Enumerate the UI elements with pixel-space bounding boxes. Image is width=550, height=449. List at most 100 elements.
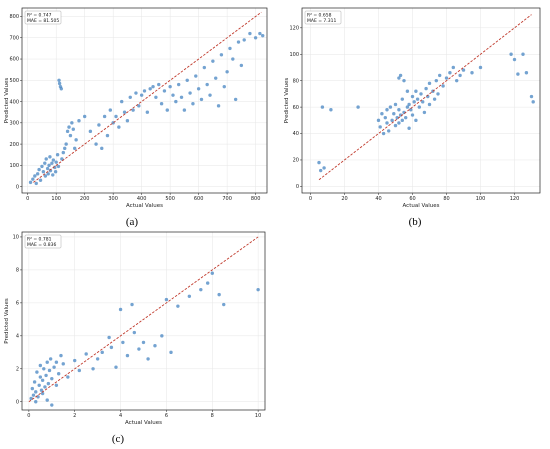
data-point <box>248 31 252 36</box>
data-point <box>410 94 415 99</box>
data-point <box>451 65 455 70</box>
data-point <box>43 174 48 178</box>
data-point <box>199 287 203 292</box>
data-point <box>34 400 38 404</box>
data-point <box>35 172 40 176</box>
data-point <box>142 89 147 93</box>
x-tick-label: 60 <box>409 196 415 202</box>
data-point <box>38 375 43 379</box>
data-point <box>45 166 50 171</box>
data-point <box>148 87 152 91</box>
y-axis-label: Predicted Values <box>284 78 290 124</box>
data-point <box>436 92 440 96</box>
data-point <box>179 95 184 100</box>
data-point <box>182 108 187 112</box>
r2-label: R² = 0.658 <box>307 13 332 19</box>
data-point <box>50 376 54 381</box>
data-point <box>512 57 517 62</box>
data-point <box>256 287 260 292</box>
plot-frame <box>301 7 541 194</box>
data-point <box>117 125 121 129</box>
data-point <box>77 119 81 123</box>
data-point <box>40 378 45 383</box>
data-point <box>63 146 67 151</box>
data-point <box>165 108 169 112</box>
data-point <box>233 97 238 102</box>
data-point <box>376 118 381 123</box>
data-point <box>407 102 411 107</box>
data-point <box>478 65 483 70</box>
data-point <box>38 178 43 182</box>
data-point <box>73 358 77 363</box>
data-point <box>28 180 33 185</box>
data-point <box>458 73 462 78</box>
x-tick-label: 20 <box>341 196 347 202</box>
data-point <box>329 108 333 112</box>
x-tick-label: 10 <box>255 413 261 419</box>
x-axis-label: Actual Values <box>403 203 440 209</box>
data-point <box>524 71 529 75</box>
x-tick-label: 200 <box>80 196 90 202</box>
data-point <box>118 307 123 312</box>
data-point <box>60 157 64 161</box>
data-point <box>70 121 74 125</box>
data-point <box>319 168 323 173</box>
y-tick-label: 80 <box>293 78 299 84</box>
data-point <box>380 112 384 116</box>
data-point <box>470 71 474 75</box>
data-point <box>56 164 61 169</box>
y-tick-label: 800 <box>9 14 19 20</box>
data-point <box>516 72 520 76</box>
x-tick-label: 80 <box>443 196 449 202</box>
chart-panel-c: 0 2 4 6 8 10 0 2 4 6 8 10 Actual Values Predicted Val… <box>4 231 266 445</box>
data-point <box>322 166 326 170</box>
data-point <box>441 84 445 88</box>
data-point <box>48 357 53 361</box>
data-point <box>42 367 46 371</box>
data-point <box>400 97 404 101</box>
data-point <box>211 59 215 63</box>
data-point <box>385 108 389 112</box>
identity-line <box>33 11 262 183</box>
y-axis-label: Predicted Values <box>4 78 10 124</box>
data-point <box>205 82 209 87</box>
data-point <box>77 368 82 373</box>
data-point <box>120 99 124 104</box>
data-point <box>385 121 389 125</box>
data-point <box>97 123 101 127</box>
data-point <box>205 281 210 285</box>
data-point <box>54 360 59 364</box>
data-point <box>222 84 226 89</box>
data-point <box>253 36 258 40</box>
data-point <box>145 110 150 114</box>
data-point <box>225 70 229 74</box>
data-point <box>214 76 218 80</box>
data-point <box>378 125 382 129</box>
y-tick-label: 4 <box>16 334 19 340</box>
data-point <box>61 150 66 155</box>
data-point <box>56 372 61 376</box>
data-point <box>424 86 428 91</box>
data-point <box>153 344 157 348</box>
data-point <box>398 73 403 78</box>
y-tick-label: 120 <box>289 26 299 32</box>
data-point <box>47 368 52 373</box>
y-tick-label: 600 <box>9 57 19 63</box>
y-tick-label: 20 <box>293 158 299 164</box>
data-point <box>51 158 56 162</box>
y-axis-label: Predicted Values <box>4 298 10 344</box>
x-axis-label: Actual Values <box>125 420 162 426</box>
data-point <box>169 350 173 355</box>
mae-label: MAE = 81.505 <box>27 18 59 24</box>
data-point <box>134 91 138 95</box>
y-tick-label: 0 <box>296 184 299 190</box>
data-point <box>164 297 169 302</box>
data-point <box>52 365 56 369</box>
data-point <box>71 127 75 131</box>
data-point <box>54 383 59 387</box>
data-point <box>30 386 35 391</box>
data-point <box>421 100 425 104</box>
mae-label: MAE = 0.836 <box>27 242 56 248</box>
data-point <box>216 104 221 108</box>
data-point <box>461 68 466 72</box>
